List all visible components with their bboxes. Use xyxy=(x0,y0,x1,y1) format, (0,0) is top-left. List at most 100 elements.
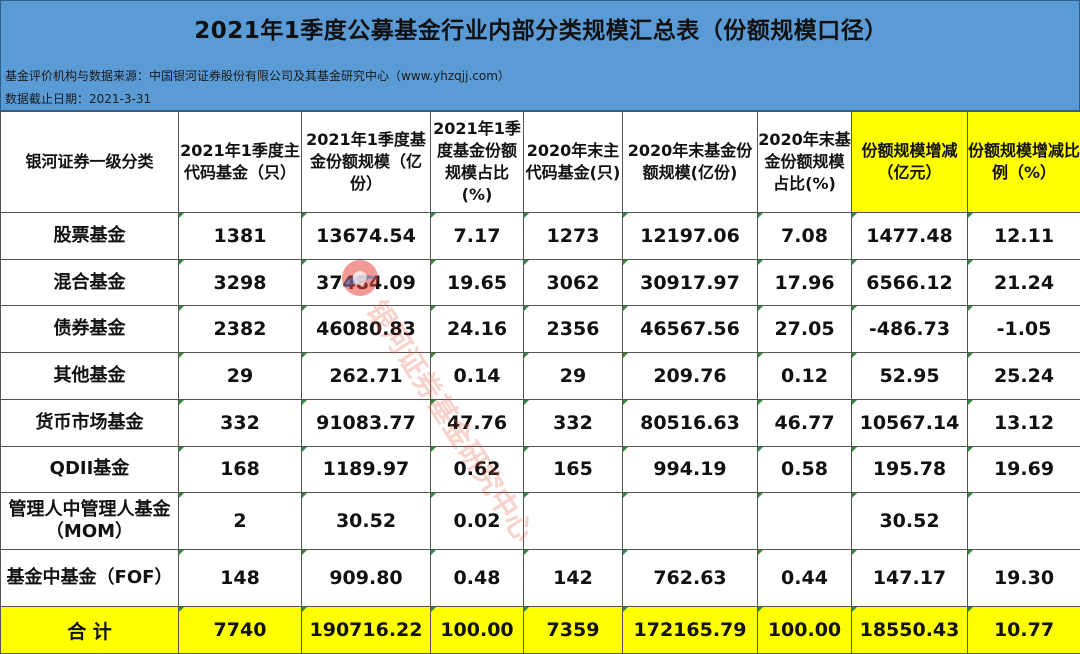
change-cell: 10567.14 xyxy=(851,398,968,447)
change-cell: 52.95 xyxy=(851,352,968,400)
col-header-category: 银河证券一级分类 xyxy=(0,111,179,213)
ye-count-cell: 3062 xyxy=(523,258,623,307)
q1-share-cell: 1189.97 xyxy=(301,445,431,494)
change-pct-cell: 21.24 xyxy=(967,258,1080,307)
ye-count-cell xyxy=(523,492,623,551)
ye-share-cell: 46567.56 xyxy=(622,305,758,354)
table-row: 债券基金 2382 46080.83 24.16 2356 46567.56 27.05 -4… xyxy=(0,305,1080,354)
table-row: 股票基金 1381 13674.54 7.17 1273 12197.06 7.08 1477… xyxy=(0,212,1080,260)
ye-pct-cell: 46.77 xyxy=(757,398,852,447)
data-source-note: 基金评价机构与数据来源：中国银河证券股份有限公司及其基金研究中心（www.yhz… xyxy=(5,69,510,83)
total-row: 合 计 7740 190716.22 100.00 7359 172165.79… xyxy=(0,606,1080,654)
q1-share-cell: 46080.83 xyxy=(301,305,431,354)
change-pct-cell xyxy=(967,492,1080,551)
q1-share-cell: 91083.77 xyxy=(301,398,431,447)
q1-share-cell: 909.80 xyxy=(301,549,431,607)
ye-pct-cell: 27.05 xyxy=(757,305,852,354)
change-pct-cell: 13.12 xyxy=(967,398,1080,447)
ye-count-cell: 2356 xyxy=(523,305,623,354)
col-header-ye-share: 2020年末基金份额规模(亿份) xyxy=(622,111,758,213)
q1-pct-cell: 24.16 xyxy=(430,305,524,354)
change-cell: 30.52 xyxy=(851,492,968,551)
ye-share-cell: 209.76 xyxy=(622,352,758,400)
report-title: 2021年1季度公募基金行业内部分类规模汇总表（份额规模口径） xyxy=(194,18,888,44)
ye-pct-cell: 17.96 xyxy=(757,258,852,307)
change-cell: 147.17 xyxy=(851,549,968,607)
row-category: 基金中基金（FOF） xyxy=(0,549,179,607)
q1-pct-cell: 47.76 xyxy=(430,398,524,447)
ye-pct-cell: 0.58 xyxy=(757,445,852,494)
change-pct-cell: 25.24 xyxy=(967,352,1080,400)
change-cell: -486.73 xyxy=(851,305,968,354)
q1-pct-cell: 0.48 xyxy=(430,549,524,607)
ye-share-cell: 80516.63 xyxy=(622,398,758,447)
total-ye-count: 7359 xyxy=(523,606,623,654)
q1-count-cell: 2 xyxy=(178,492,302,551)
col-header-q1-count: 2021年1季度主代码基金（只） xyxy=(178,111,302,213)
change-cell: 6566.12 xyxy=(851,258,968,307)
ye-pct-cell xyxy=(757,492,852,551)
change-cell: 195.78 xyxy=(851,445,968,494)
change-pct-cell: -1.05 xyxy=(967,305,1080,354)
fund-category-table: 银河证券一级分类 2021年1季度主代码基金（只） 2021年1季度基金份额规模… xyxy=(0,111,1080,654)
table-row: 其他基金 29 262.71 0.14 29 209.76 0.12 52.95 25.24 xyxy=(0,352,1080,400)
report-header: 2021年1季度公募基金行业内部分类规模汇总表（份额规模口径） 基金评价机构与数… xyxy=(0,0,1080,111)
ye-pct-cell: 7.08 xyxy=(757,212,852,260)
q1-count-cell: 2382 xyxy=(178,305,302,354)
ye-pct-cell: 0.12 xyxy=(757,352,852,400)
total-q1-count: 7740 xyxy=(178,606,302,654)
change-pct-cell: 19.69 xyxy=(967,445,1080,494)
row-category: 管理人中管理人基金（MOM） xyxy=(0,492,179,551)
ye-count-cell: 1273 xyxy=(523,212,623,260)
q1-share-cell: 13674.54 xyxy=(301,212,431,260)
q1-pct-cell: 7.17 xyxy=(430,212,524,260)
total-q1-share: 190716.22 xyxy=(301,606,431,654)
q1-pct-cell: 0.02 xyxy=(430,492,524,551)
ye-count-cell: 29 xyxy=(523,352,623,400)
total-change-pct: 10.77 xyxy=(967,606,1080,654)
ye-share-cell: 762.63 xyxy=(622,549,758,607)
table-row: 货币市场基金 332 91083.77 47.76 332 80516.63 46.77 10… xyxy=(0,398,1080,447)
total-label: 合 计 xyxy=(0,606,179,654)
col-header-ye-pct: 2020年末基金份额规模占比(%) xyxy=(757,111,852,213)
change-pct-cell: 12.11 xyxy=(967,212,1080,260)
col-header-ye-count: 2020年末主代码基金(只) xyxy=(523,111,623,213)
q1-pct-cell: 19.65 xyxy=(430,258,524,307)
q1-count-cell: 168 xyxy=(178,445,302,494)
ye-share-cell: 994.19 xyxy=(622,445,758,494)
table-header-row: 银河证券一级分类 2021年1季度主代码基金（只） 2021年1季度基金份额规模… xyxy=(0,111,1080,213)
ye-count-cell: 165 xyxy=(523,445,623,494)
ye-pct-cell: 0.44 xyxy=(757,549,852,607)
ye-count-cell: 142 xyxy=(523,549,623,607)
q1-count-cell: 29 xyxy=(178,352,302,400)
col-header-change-pct: 份额规模增减比例（%） xyxy=(967,111,1080,213)
data-cutoff-date: 数据截止日期：2021-3-31 xyxy=(5,92,152,106)
q1-pct-cell: 0.14 xyxy=(430,352,524,400)
q1-pct-cell: 0.62 xyxy=(430,445,524,494)
q1-share-cell: 262.71 xyxy=(301,352,431,400)
table-row: QDII基金 168 1189.97 0.62 165 994.19 0.58 195.78 1… xyxy=(0,445,1080,494)
total-q1-pct: 100.00 xyxy=(430,606,524,654)
ye-share-cell: 12197.06 xyxy=(622,212,758,260)
col-header-change: 份额规模增减（亿元） xyxy=(851,111,968,213)
table-row: 管理人中管理人基金（MOM） 2 30.52 0.02 30.52 xyxy=(0,492,1080,551)
q1-count-cell: 332 xyxy=(178,398,302,447)
q1-share-cell: 30.52 xyxy=(301,492,431,551)
ye-count-cell: 332 xyxy=(523,398,623,447)
q1-count-cell: 3298 xyxy=(178,258,302,307)
table-row: 基金中基金（FOF） 148 909.80 0.48 142 762.63 0.44 147.… xyxy=(0,549,1080,607)
change-cell: 1477.48 xyxy=(851,212,968,260)
row-category: 债券基金 xyxy=(0,305,179,354)
col-header-q1-share: 2021年1季度基金份额规模（亿份） xyxy=(301,111,431,213)
row-category: 混合基金 xyxy=(0,258,179,307)
total-change: 18550.43 xyxy=(851,606,968,654)
total-ye-share: 172165.79 xyxy=(622,606,758,654)
row-category: QDII基金 xyxy=(0,445,179,494)
row-category: 股票基金 xyxy=(0,212,179,260)
row-category: 货币市场基金 xyxy=(0,398,179,447)
ye-share-cell: 30917.97 xyxy=(622,258,758,307)
ye-share-cell xyxy=(622,492,758,551)
change-pct-cell: 19.30 xyxy=(967,549,1080,607)
row-category: 其他基金 xyxy=(0,352,179,400)
table-row: 混合基金 3298 37484.09 19.65 3062 30917.97 17.96 65… xyxy=(0,258,1080,307)
